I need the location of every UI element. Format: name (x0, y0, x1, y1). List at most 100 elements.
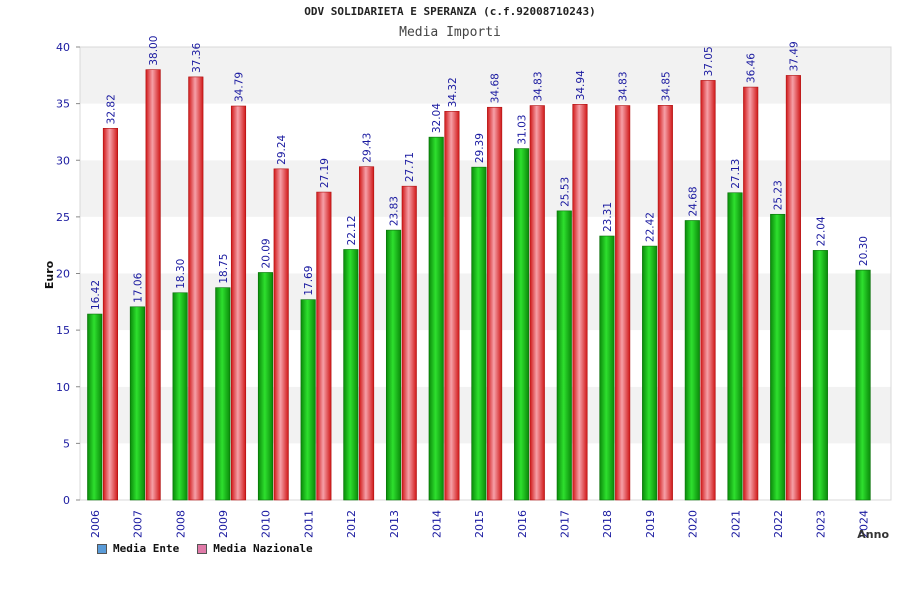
data-label: 34.85 (660, 71, 672, 101)
bar-media-ente (770, 213, 786, 501)
data-label: 22.42 (645, 212, 657, 242)
data-label: 34.32 (447, 77, 459, 107)
x-tick-label: 2006 (89, 510, 102, 538)
chart-subtitle: Media Importi (399, 25, 501, 40)
data-label: 31.03 (517, 115, 529, 145)
x-tick-label: 2021 (729, 510, 742, 538)
data-label: 24.68 (687, 186, 699, 216)
y-tick-label: 10 (56, 381, 70, 394)
bar-media-nazionale (785, 75, 801, 501)
data-label: 16.42 (90, 280, 102, 310)
x-tick-label: 2008 (174, 510, 187, 538)
data-label: 25.53 (559, 177, 571, 207)
data-label: 18.75 (218, 254, 230, 284)
legend-label-media-nazionale: Media Nazionale (213, 542, 313, 555)
bar-media-nazionale (615, 105, 631, 501)
chart-title: ODV SOLIDARIETA E SPERANZA (c.f.92008710… (304, 5, 596, 18)
x-tick-label: 2013 (388, 510, 401, 538)
bar-media-nazionale (359, 166, 375, 501)
data-label: 38.00 (148, 36, 160, 66)
legend-item-media-nazionale: Media Nazionale (197, 542, 313, 555)
bar-media-nazionale (188, 76, 204, 501)
x-tick-label: 2019 (644, 510, 657, 538)
x-tick-label: 2012 (345, 510, 358, 538)
x-tick-label: 2009 (217, 510, 230, 538)
data-label: 25.23 (773, 180, 785, 210)
data-label: 36.46 (746, 53, 758, 83)
y-axis-label: Euro (43, 260, 56, 289)
x-tick-label: 2011 (302, 510, 315, 538)
bar-media-nazionale (572, 104, 588, 501)
bar-media-ente (172, 292, 188, 501)
x-tick-label: 2024 (857, 510, 870, 538)
bar-media-nazionale (743, 86, 759, 501)
y-tick-label: 25 (56, 211, 70, 224)
x-tick-label: 2016 (516, 510, 529, 538)
data-label: 29.24 (276, 134, 288, 164)
bar-media-ente (129, 306, 145, 501)
data-label: 37.05 (703, 46, 715, 76)
data-label: 34.68 (490, 73, 502, 103)
data-label: 29.43 (362, 133, 374, 163)
bar-media-ente (514, 148, 530, 501)
y-axis: 0 5 10 15 20 25 30 35 40 (56, 41, 80, 507)
bar-media-ente (642, 245, 658, 501)
data-label: 27.13 (730, 159, 742, 189)
y-tick-label: 5 (63, 437, 70, 450)
data-label: 34.94 (575, 70, 587, 100)
bar-media-ente (257, 272, 274, 501)
bar-media-nazionale (316, 191, 332, 501)
y-tick-label: 0 (63, 494, 70, 507)
data-label: 23.31 (602, 202, 614, 232)
data-label: 22.04 (815, 216, 827, 246)
x-axis-label: Anno (857, 528, 889, 541)
bar-media-ente (684, 220, 700, 501)
legend-swatch-media-ente (97, 543, 107, 554)
data-label: 34.79 (234, 72, 246, 102)
bar-media-ente (599, 235, 615, 501)
bar-media-ente (343, 249, 359, 501)
bar-media-ente (471, 166, 487, 501)
bar-media-nazionale (273, 168, 289, 501)
data-label: 34.83 (532, 71, 544, 101)
x-tick-label: 2007 (132, 510, 145, 538)
data-label: 27.71 (404, 152, 416, 182)
legend: Media Ente Media Nazionale (97, 542, 313, 555)
x-tick-label: 2010 (260, 510, 273, 538)
x-tick-label: 2023 (815, 510, 828, 538)
x-tick-label: 2022 (772, 510, 785, 538)
data-label: 34.83 (618, 71, 630, 101)
x-axis: 2006 2007 2008 2009 2010 2011 2012 2013 2014 2015… (89, 510, 870, 538)
bar-media-nazionale (145, 69, 161, 501)
data-label: 17.06 (132, 272, 144, 302)
data-label: 18.30 (175, 259, 187, 289)
data-label: 32.82 (105, 94, 117, 124)
bar-media-nazionale (401, 185, 417, 501)
y-tick-label: 35 (56, 98, 70, 111)
y-tick-label: 20 (56, 268, 70, 281)
bar-media-nazionale (487, 106, 503, 501)
bar-media-nazionale (657, 105, 673, 501)
data-label: 32.04 (431, 103, 443, 133)
bar-media-ente (727, 192, 743, 501)
bars (87, 69, 871, 501)
bar-media-nazionale (700, 80, 716, 501)
x-tick-label: 2014 (430, 510, 443, 538)
bar-media-ente (385, 229, 402, 501)
x-tick-label: 2020 (687, 510, 700, 538)
bar-media-ente (556, 210, 572, 501)
bar-media-ente (87, 313, 103, 501)
data-label: 37.36 (191, 43, 203, 73)
data-label: 17.69 (303, 266, 315, 296)
bar-media-nazionale (444, 111, 460, 501)
y-tick-label: 15 (56, 324, 70, 337)
x-tick-label: 2018 (601, 510, 614, 538)
data-label: 20.30 (858, 236, 870, 266)
bar-media-ente (812, 250, 828, 501)
bar-media-nazionale (102, 128, 118, 501)
x-tick-label: 2017 (559, 510, 572, 538)
bar-media-ente (428, 136, 444, 501)
value-labels: 16.42 32.82 17.06 38.00 18.30 37.36 18.75 34.79… (90, 36, 870, 310)
